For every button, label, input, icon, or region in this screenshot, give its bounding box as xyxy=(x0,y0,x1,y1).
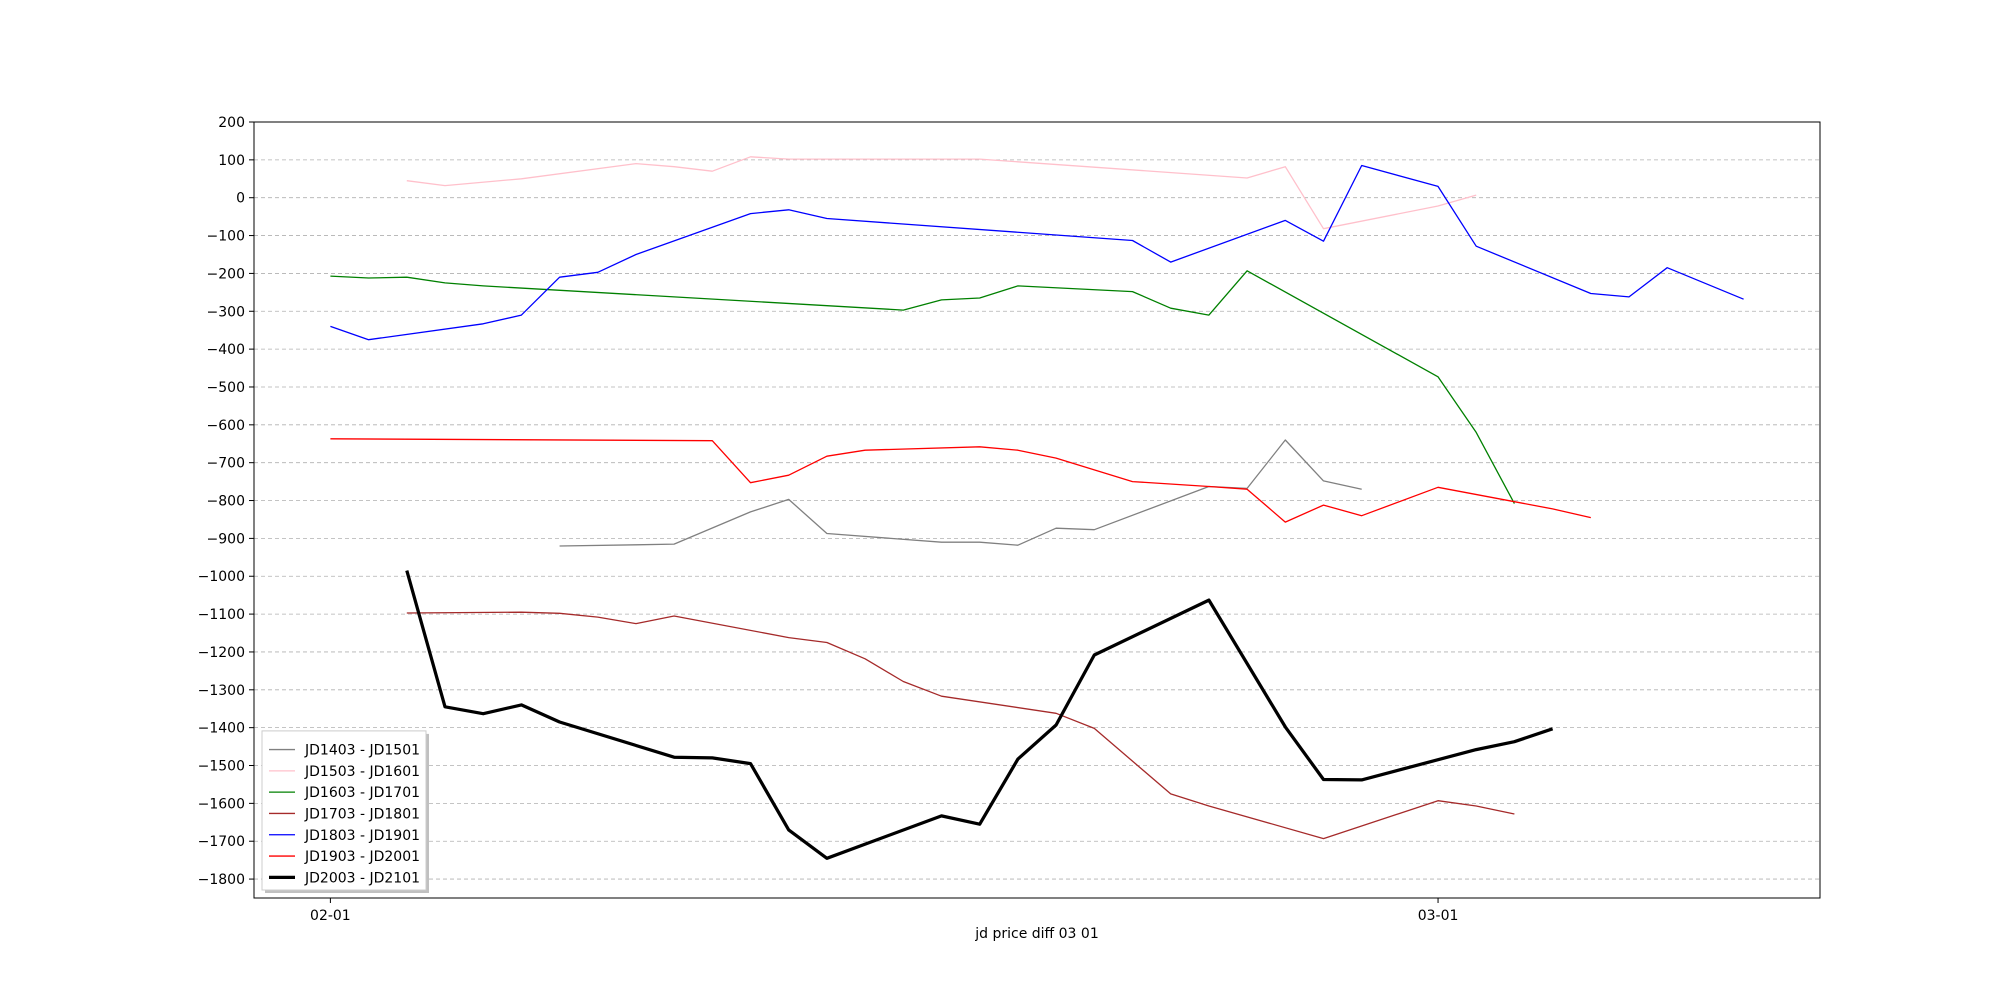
y-tick-label: −1400 xyxy=(198,721,245,737)
y-tick-label: −1800 xyxy=(198,872,245,888)
y-tick-label: −1700 xyxy=(198,834,245,850)
y-tick-label: −1200 xyxy=(198,645,245,661)
y-tick-label: −1500 xyxy=(198,759,245,775)
y-tick-label: 100 xyxy=(218,153,245,169)
y-tick-label: 0 xyxy=(236,191,245,207)
legend-entry-label: JD1403 - JD1501 xyxy=(304,743,420,759)
x-axis-label: jd price diff 03 01 xyxy=(974,926,1098,942)
y-tick-label: −500 xyxy=(207,380,245,396)
y-tick-label: −1300 xyxy=(198,683,245,699)
y-tick-label: −600 xyxy=(207,418,245,434)
series-line-3 xyxy=(406,611,1515,840)
y-tick-label: −1000 xyxy=(198,569,245,585)
y-tick-label: −700 xyxy=(207,456,245,472)
series-line-1 xyxy=(406,156,1477,230)
y-tick-label: −100 xyxy=(207,229,245,245)
legend-box xyxy=(261,730,427,891)
plot-frame xyxy=(253,121,1821,899)
y-tick-label: −200 xyxy=(207,266,245,282)
y-tick-label: 200 xyxy=(218,115,245,131)
series-line-2 xyxy=(330,270,1515,504)
y-tick-label: −1100 xyxy=(198,607,245,623)
x-tick-label: 02-01 xyxy=(310,908,351,924)
series-line-0 xyxy=(559,439,1362,547)
series-line-4 xyxy=(330,164,1744,341)
y-tick-label: −1600 xyxy=(198,796,245,812)
series-line-6 xyxy=(405,570,1554,860)
series-line-5 xyxy=(330,438,1591,523)
y-tick-label: −400 xyxy=(207,342,245,358)
grid-lines xyxy=(254,121,1820,880)
y-axis: 200 100 0 −100 −200 −300 −400 −500 −600 −700 −800 −… xyxy=(198,115,254,888)
legend-entry-label: JD1703 - JD1801 xyxy=(304,806,420,822)
y-tick-label: −800 xyxy=(207,494,245,510)
legend-entry-label: JD1803 - JD1901 xyxy=(304,828,420,844)
series-lines xyxy=(330,156,1744,860)
x-tick-label: 03-01 xyxy=(1418,908,1459,924)
y-tick-label: −900 xyxy=(207,531,245,547)
legend: JD1403 - JD1501 JD1503 - JD1601 JD1603 - J… xyxy=(261,730,429,893)
y-tick-label: −300 xyxy=(207,304,245,320)
x-axis: 02-01 03-01 xyxy=(310,898,1458,924)
legend-entry-label: JD2003 - JD2101 xyxy=(304,870,420,886)
legend-entry-label: JD1903 - JD2001 xyxy=(304,849,420,865)
legend-entry-label: JD1503 - JD1601 xyxy=(304,764,420,780)
legend-entry-label: JD1603 - JD1701 xyxy=(304,785,420,801)
